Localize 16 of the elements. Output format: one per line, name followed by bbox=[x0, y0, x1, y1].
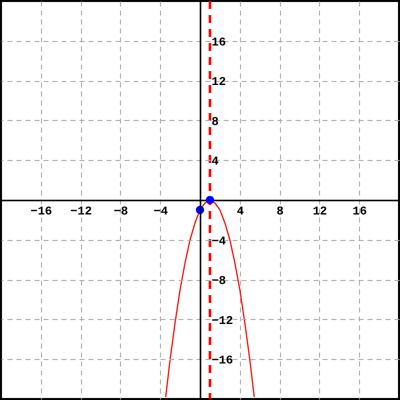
x-tick-label: −8 bbox=[114, 204, 128, 218]
y-tick-label: −4 bbox=[212, 234, 226, 248]
x-tick-label: 4 bbox=[236, 204, 244, 218]
y-tick-label: −8 bbox=[212, 274, 226, 288]
y-tick-label: 12 bbox=[212, 75, 226, 90]
y-tick-label: 8 bbox=[212, 114, 219, 129]
x-tick-label: 16 bbox=[352, 204, 367, 218]
x-tick-label: −16 bbox=[30, 204, 52, 218]
y-tick-label: −12 bbox=[212, 314, 234, 328]
x-tick-label: 8 bbox=[276, 204, 284, 218]
x-tick-label: −4 bbox=[153, 204, 168, 218]
y-tick-label: 4 bbox=[212, 154, 219, 169]
x-tick-label: 12 bbox=[312, 204, 328, 218]
y-tick-label: 16 bbox=[212, 35, 226, 50]
y-tick-label: −16 bbox=[212, 354, 234, 368]
x-tick-label: −12 bbox=[70, 204, 92, 218]
